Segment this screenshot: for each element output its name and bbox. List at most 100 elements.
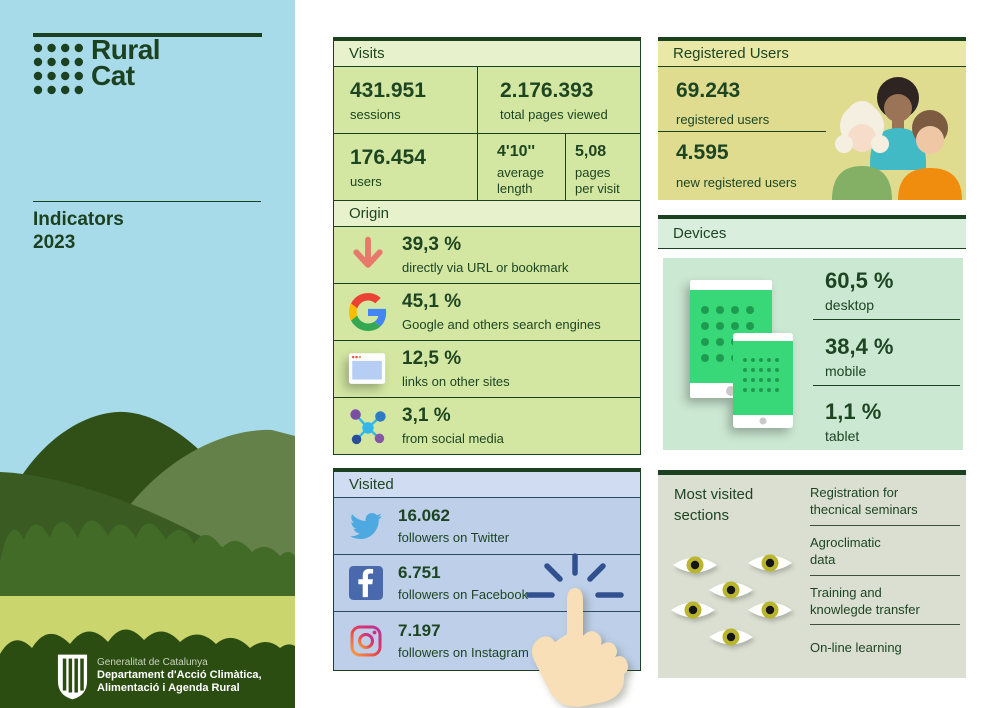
card-top-bar	[658, 215, 966, 219]
click-rays-icon	[526, 553, 624, 598]
browser-window-icon	[334, 351, 402, 388]
brand-top-rule	[33, 33, 262, 37]
origin-label: from social media	[402, 431, 504, 446]
registered-users-value: 69.243	[676, 79, 741, 102]
generalitat-logo	[57, 654, 88, 700]
social-network-icon	[334, 405, 402, 447]
section-item: Agroclimatic data	[810, 526, 960, 576]
card-top-bar	[658, 470, 966, 475]
devices-title: Devices	[658, 219, 966, 249]
page-title: Indicators 2023	[33, 209, 124, 253]
new-users-value: 4.595	[676, 141, 729, 164]
origin-value: 3,1 %	[402, 405, 451, 426]
stat-divider	[813, 385, 960, 386]
most-visited-card: Most visited sections Registration for t…	[658, 470, 966, 678]
google-icon	[334, 293, 402, 331]
brand-dots-icon	[33, 43, 83, 95]
origin-label: links on other sites	[402, 374, 510, 389]
stat-total-pages: 2.176.393 total pages viewed	[478, 67, 640, 133]
brand-line1: Rural	[91, 34, 161, 65]
visited-value: 6.751	[398, 563, 441, 582]
sessions-value: 431.951	[350, 79, 426, 102]
visited-text: 16.062 followers on Twitter	[398, 506, 509, 546]
registered-users-body: 69.243 registered users 4.595 new regist…	[658, 67, 966, 200]
section-item: Registration for thecnical seminars	[810, 476, 960, 526]
visits-panel-title: Visits	[334, 41, 640, 67]
stat-sessions: 431.951 sessions	[334, 67, 478, 133]
click-hand-icon	[526, 553, 628, 707]
footer-org-block: Generalitat de Catalunya Departament d'A…	[97, 656, 262, 695]
origin-row-direct: 39,3 % directly via URL or bookmark	[334, 227, 640, 284]
stat-avg-length: 4'10'' average length	[478, 134, 566, 200]
visited-card: Visited 16.062 followers on Twitter 6.75…	[333, 468, 641, 671]
users-label: users	[350, 174, 382, 189]
footer-org: Generalitat de Catalunya	[97, 657, 208, 668]
pages-per-visit-value: 5,08	[575, 143, 607, 160]
sessions-label: sessions	[350, 107, 401, 122]
users-group-illustration	[832, 77, 962, 200]
total-pages-label: total pages viewed	[500, 107, 608, 122]
card-top-bar	[334, 468, 640, 472]
visited-label: followers on Twitter	[398, 530, 510, 545]
section-item: On-line learning	[810, 640, 902, 655]
origin-text: 3,1 % from social media	[402, 405, 504, 447]
visited-panel-title: Visited	[334, 472, 640, 498]
registered-users-card: Registered Users 69.243 registered users…	[658, 37, 966, 200]
origin-panel-title: Origin	[334, 201, 640, 227]
origin-value: 45,1 %	[402, 291, 462, 312]
desktop-label: desktop	[825, 297, 875, 313]
visited-row-twitter: 16.062 followers on Twitter	[334, 498, 640, 555]
instagram-icon	[334, 624, 398, 658]
tablet-label: tablet	[825, 428, 860, 444]
stat-users: 176.454 users	[334, 134, 478, 200]
footer-dept-line1: Departament d'Acció Climàtica,	[97, 669, 262, 681]
desktop-value: 60,5 %	[825, 268, 894, 293]
brand-logo: Rural Cat	[91, 34, 161, 91]
new-users-label: new registered users	[676, 175, 797, 190]
most-visited-list: Registration for thecnical seminars Agro…	[810, 476, 960, 675]
eyes-illustration	[671, 554, 792, 646]
origin-row-links: 12,5 % links on other sites	[334, 341, 640, 398]
devices-illustration	[690, 280, 793, 428]
devices-header-card: Devices	[658, 215, 966, 249]
visits-row-1: 431.951 sessions 2.176.393 total pages v…	[334, 67, 640, 134]
visits-row-2: 176.454 users 4'10'' average length 5,08…	[334, 134, 640, 201]
origin-text: 39,3 % directly via URL or bookmark	[402, 234, 568, 276]
section-item: Training and knowlegde transfer	[810, 576, 960, 625]
origin-row-search: 45,1 % Google and others search engines	[334, 284, 640, 341]
sidebar-divider	[33, 201, 261, 202]
origin-value: 12,5 %	[402, 348, 462, 369]
card-top-bar	[658, 37, 966, 41]
card-top-bar	[334, 37, 640, 41]
visited-value: 16.062	[398, 506, 450, 525]
visited-text: 7.197 followers on Instagram	[398, 621, 529, 661]
registered-users-title: Registered Users	[658, 41, 966, 67]
origin-text: 12,5 % links on other sites	[402, 348, 510, 390]
brand-line2: Cat	[91, 60, 135, 91]
visited-label: followers on Instagram	[398, 645, 529, 660]
down-arrow-icon	[334, 235, 402, 275]
mobile-label: mobile	[825, 363, 867, 379]
most-visited-title: Most visited sections	[674, 486, 754, 524]
visited-text: 6.751 followers on Facebook	[398, 563, 528, 603]
total-pages-value: 2.176.393	[500, 79, 594, 102]
avg-length-value: 4'10''	[497, 143, 536, 160]
devices-body: 60,5 % desktop 38,4 % mobile 1,1 % table…	[663, 258, 963, 450]
stat-divider	[813, 319, 960, 320]
stat-pages-per-visit: 5,08 pages per visit	[566, 134, 640, 200]
users-value: 176.454	[350, 146, 426, 169]
avg-length-label: average length	[497, 165, 544, 196]
visited-row-facebook: 6.751 followers on Facebook	[334, 555, 640, 612]
sidebar: Rural Cat Indicators 2023 Generalitat de…	[0, 0, 295, 708]
visited-value: 7.197	[398, 621, 441, 640]
pages-per-visit-label: pages per visit	[575, 165, 620, 196]
visited-label: followers on Facebook	[398, 587, 529, 602]
registered-users-label: registered users	[676, 112, 770, 127]
stat-divider	[658, 131, 826, 132]
origin-text: 45,1 % Google and others search engines	[402, 291, 601, 333]
origin-label: Google and others search engines	[402, 317, 601, 332]
facebook-icon	[334, 566, 398, 600]
footer-dept-line2: Alimentació i Agenda Rural	[97, 682, 240, 694]
mobile-value: 38,4 %	[825, 334, 894, 359]
